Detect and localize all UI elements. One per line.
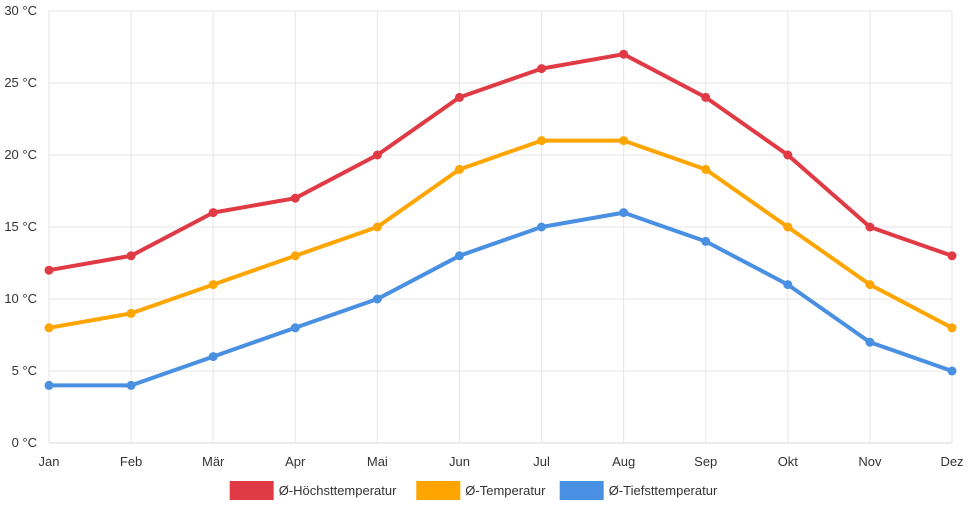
series-line — [47, 210, 954, 388]
x-tick-label: Jan — [39, 454, 60, 469]
x-tick-label: Nov — [858, 454, 882, 469]
data-point[interactable] — [126, 380, 136, 390]
legend-label: Ø-Tiefsttemperatur — [609, 483, 718, 498]
data-point[interactable] — [865, 280, 875, 290]
x-tick-label: Mär — [202, 454, 225, 469]
y-axis-ticks: 0 °C 5 °C 10 °C 15 °C 20 °C 25 °C 30 °C — [4, 3, 37, 450]
legend-item[interactable]: Ø-Höchsttemperatur — [229, 481, 397, 500]
data-point[interactable] — [126, 308, 136, 318]
x-tick-label: Jun — [449, 454, 470, 469]
x-tick-label: Apr — [285, 454, 306, 469]
data-point[interactable] — [44, 380, 54, 390]
data-point[interactable] — [783, 150, 793, 160]
data-point[interactable] — [701, 236, 711, 246]
x-tick-label: Okt — [778, 454, 799, 469]
data-point[interactable] — [372, 150, 382, 160]
x-tick-label: Mai — [367, 454, 388, 469]
y-tick-label: 0 °C — [12, 435, 37, 450]
data-point[interactable] — [454, 251, 464, 261]
y-tick-label: 20 °C — [4, 147, 37, 162]
legend-swatch — [416, 481, 461, 500]
y-tick-label: 5 °C — [12, 363, 37, 378]
data-point[interactable] — [947, 323, 957, 333]
data-point[interactable] — [126, 251, 136, 261]
data-point[interactable] — [619, 49, 629, 59]
legend: Ø-Höchsttemperatur Ø-Temperatur Ø-Tiefstte… — [229, 481, 718, 500]
data-point[interactable] — [619, 136, 629, 146]
data-point[interactable] — [290, 251, 300, 261]
data-point[interactable] — [44, 323, 54, 333]
data-point[interactable] — [208, 208, 218, 218]
data-point[interactable] — [783, 280, 793, 290]
y-tick-label: 25 °C — [4, 75, 37, 90]
series-group — [44, 136, 957, 333]
data-point[interactable] — [537, 222, 547, 232]
legend-item[interactable]: Ø-Tiefsttemperatur — [559, 481, 718, 500]
y-tick-label: 10 °C — [4, 291, 37, 306]
data-point[interactable] — [372, 294, 382, 304]
data-point[interactable] — [783, 222, 793, 232]
data-point[interactable] — [208, 280, 218, 290]
y-tick-label: 30 °C — [4, 3, 37, 18]
data-point[interactable] — [865, 222, 875, 232]
data-point[interactable] — [701, 92, 711, 102]
series-line — [47, 52, 954, 273]
series-group — [44, 208, 957, 390]
data-point[interactable] — [947, 251, 957, 261]
data-point[interactable] — [865, 337, 875, 347]
data-point[interactable] — [619, 208, 629, 218]
data-point[interactable] — [537, 64, 547, 74]
data-point[interactable] — [208, 352, 218, 362]
legend-label: Ø-Höchsttemperatur — [279, 483, 397, 498]
series — [44, 49, 957, 390]
series-line — [47, 138, 954, 330]
legend-item[interactable]: Ø-Temperatur — [416, 481, 546, 500]
series-group — [44, 49, 957, 275]
data-point[interactable] — [372, 222, 382, 232]
data-point[interactable] — [537, 136, 547, 146]
data-point[interactable] — [290, 323, 300, 333]
legend-swatch — [559, 481, 604, 500]
data-point[interactable] — [947, 366, 957, 376]
y-tick-label: 15 °C — [4, 219, 37, 234]
x-tick-label: Sep — [694, 454, 717, 469]
legend-swatch — [229, 481, 274, 500]
x-tick-label: Feb — [120, 454, 142, 469]
x-tick-label: Jul — [533, 454, 550, 469]
x-tick-label: Dez — [940, 454, 963, 469]
legend-label: Ø-Temperatur — [465, 483, 546, 498]
data-point[interactable] — [701, 164, 711, 174]
data-point[interactable] — [290, 193, 300, 203]
x-axis-ticks: Jan Feb Mär Apr Mai Jun Jul Aug Sep Okt Nov Dez — [39, 454, 964, 469]
x-tick-label: Aug — [612, 454, 635, 469]
data-point[interactable] — [454, 92, 464, 102]
data-point[interactable] — [454, 164, 464, 174]
data-point[interactable] — [44, 265, 54, 275]
